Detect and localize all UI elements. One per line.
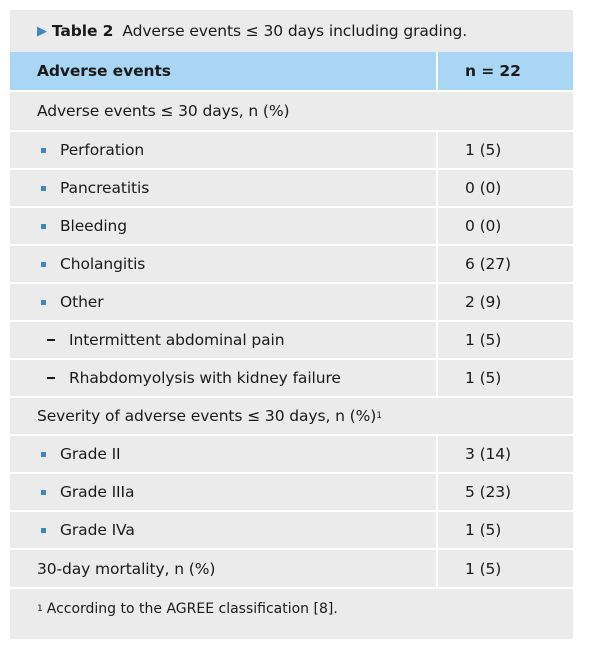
- table-row: Bleeding 0 (0): [10, 206, 573, 244]
- table-caption: ▶ Table 2 Adverse events ≤ 30 days inclu…: [10, 10, 573, 52]
- row-value: 6 (27): [465, 255, 512, 273]
- column-header-adverse-events: Adverse events: [10, 52, 438, 90]
- table-row: Rhabdomyolysis with kidney failure 1 (5): [10, 358, 573, 396]
- row-value: 2 (9): [465, 293, 502, 311]
- table-row: 30-day mortality, n (%) 1 (5): [10, 548, 573, 587]
- square-bullet-icon: [41, 451, 46, 457]
- section-label: Adverse events ≤ 30 days, n (%): [37, 102, 290, 120]
- dash-bullet-icon: [47, 377, 55, 379]
- row-label: 30-day mortality, n (%): [10, 550, 438, 587]
- square-bullet-icon: [41, 299, 46, 305]
- table-row: Other 2 (9): [10, 282, 573, 320]
- row-label: Grade IVa: [10, 512, 438, 548]
- table-row: Grade II 3 (14): [10, 434, 573, 472]
- square-bullet-icon: [41, 527, 46, 533]
- row-value: 1 (5): [465, 521, 502, 539]
- table-row: Pancreatitis 0 (0): [10, 168, 573, 206]
- section-label: Severity of adverse events ≤ 30 days, n …: [37, 407, 382, 425]
- adverse-events-table: ▶ Table 2 Adverse events ≤ 30 days inclu…: [10, 10, 573, 639]
- row-label: Pancreatitis: [10, 170, 438, 206]
- square-bullet-icon: [41, 223, 46, 229]
- row-label: Perforation: [10, 132, 438, 168]
- table-row: Severity of adverse events ≤ 30 days, n …: [10, 396, 573, 434]
- row-label: Bleeding: [10, 208, 438, 244]
- row-value: 0 (0): [465, 179, 502, 197]
- square-bullet-icon: [41, 261, 46, 267]
- row-value: 3 (14): [465, 445, 512, 463]
- row-label: Other: [10, 284, 438, 320]
- row-value: 1 (5): [465, 331, 502, 349]
- row-label: Rhabdomyolysis with kidney failure: [10, 360, 438, 396]
- row-value: 1 (5): [465, 559, 502, 578]
- table-header-row: Adverse events n = 22: [10, 52, 573, 92]
- table-row: Adverse events ≤ 30 days, n (%): [10, 92, 573, 130]
- column-header-n: n = 22: [465, 62, 521, 80]
- table-row: Perforation 1 (5): [10, 130, 573, 168]
- row-label: Grade IIIa: [10, 474, 438, 510]
- row-value: [438, 92, 573, 130]
- row-label: Grade II: [10, 436, 438, 472]
- table-title: Adverse events ≤ 30 days including gradi…: [122, 22, 468, 40]
- row-value: [438, 398, 573, 434]
- row-value: 0 (0): [465, 217, 502, 235]
- square-bullet-icon: [41, 185, 46, 191]
- footnote-text: According to the AGREE classification [8…: [46, 601, 338, 617]
- square-bullet-icon: [41, 489, 46, 495]
- row-value: 1 (5): [465, 141, 502, 159]
- table-row: Grade IVa 1 (5): [10, 510, 573, 548]
- table-number: Table 2: [51, 22, 114, 40]
- row-value: 5 (23): [465, 483, 512, 501]
- row-label: Intermittent abdominal pain: [10, 322, 438, 358]
- table-row: Cholangitis 6 (27): [10, 244, 573, 282]
- row-label: Cholangitis: [10, 246, 438, 282]
- square-bullet-icon: [41, 147, 46, 153]
- dash-bullet-icon: [47, 339, 55, 341]
- table-row: Grade IIIa 5 (23): [10, 472, 573, 510]
- row-value: 1 (5): [465, 369, 502, 387]
- caption-arrow-icon: ▶: [37, 23, 47, 39]
- table-row: Intermittent abdominal pain 1 (5): [10, 320, 573, 358]
- table-footnote: 1 According to the AGREE classification …: [10, 587, 573, 629]
